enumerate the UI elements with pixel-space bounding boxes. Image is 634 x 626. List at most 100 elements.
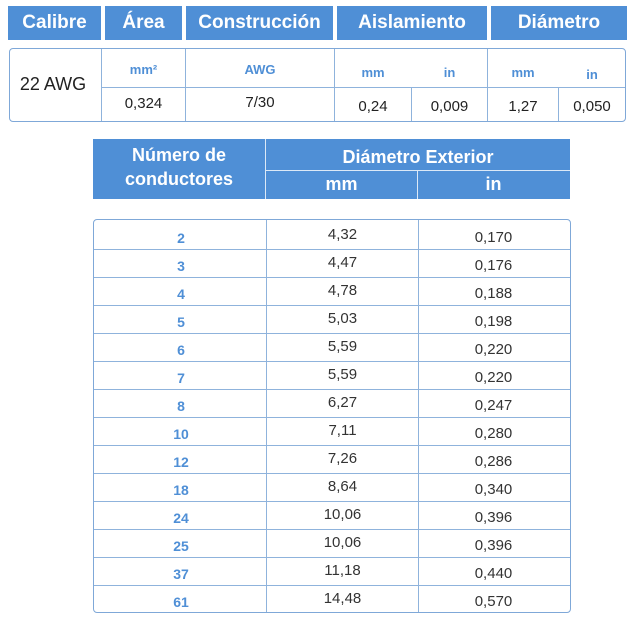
table-row: 37 11,18 0,440 bbox=[95, 558, 569, 586]
diameter-mm: 4,32 bbox=[327, 226, 358, 243]
unit-diametro-mm: mm bbox=[511, 65, 535, 80]
unit-diametro-in: in bbox=[586, 67, 598, 82]
table-row: 24 10,06 0,396 bbox=[95, 502, 569, 530]
value-diametro-mm: 1,27 bbox=[508, 98, 538, 115]
divider bbox=[102, 87, 625, 88]
table-row: 18 8,64 0,340 bbox=[95, 474, 569, 502]
divider bbox=[266, 220, 267, 612]
table-row: 3 4,47 0,176 bbox=[95, 250, 569, 278]
conductor-count: 6 bbox=[177, 342, 185, 358]
divider bbox=[487, 49, 488, 121]
divider bbox=[94, 501, 570, 502]
conductor-count: 3 bbox=[177, 258, 185, 274]
diameter-mm: 8,64 bbox=[327, 478, 358, 495]
header-construccion: Construcción bbox=[186, 6, 333, 40]
divider bbox=[94, 361, 570, 362]
diameter-mm: 4,78 bbox=[327, 282, 358, 299]
unit-construccion: AWG bbox=[244, 62, 276, 77]
conductor-count: 25 bbox=[173, 538, 189, 554]
header-diametro: Diámetro bbox=[491, 6, 627, 40]
conductors-table-header: Número de conductores Diámetro Exterior … bbox=[93, 139, 570, 199]
table-row: 6 5,59 0,220 bbox=[95, 334, 569, 362]
header-unit-mm: mm bbox=[325, 174, 358, 194]
conductor-count: 37 bbox=[173, 566, 189, 582]
diameter-in: 0,340 bbox=[474, 481, 513, 498]
table-row: 61 14,48 0,570 bbox=[95, 586, 569, 614]
divider bbox=[94, 557, 570, 558]
table-row: 8 6,27 0,247 bbox=[95, 390, 569, 418]
value-diametro-in: 0,050 bbox=[573, 98, 611, 115]
divider bbox=[411, 88, 412, 121]
header-diametro-exterior: Diámetro Exterior bbox=[342, 147, 494, 167]
divider bbox=[266, 170, 570, 171]
divider bbox=[94, 389, 570, 390]
header-numero-line1: Número de bbox=[131, 145, 227, 165]
table-row: 5 5,03 0,198 bbox=[95, 306, 569, 334]
divider bbox=[334, 49, 335, 121]
conductor-count: 8 bbox=[177, 398, 185, 414]
divider bbox=[94, 417, 570, 418]
diameter-in: 0,220 bbox=[474, 341, 513, 358]
diameter-mm: 7,11 bbox=[328, 422, 357, 439]
diameter-in: 0,396 bbox=[474, 537, 513, 554]
table-row: 4 4,78 0,188 bbox=[95, 278, 569, 306]
diameter-in: 0,170 bbox=[474, 229, 513, 246]
divider bbox=[94, 445, 570, 446]
header-area: Área bbox=[105, 6, 182, 40]
diameter-mm: 5,03 bbox=[327, 310, 358, 327]
conductor-count: 7 bbox=[177, 370, 185, 386]
divider bbox=[94, 529, 570, 530]
diameter-mm: 10,06 bbox=[323, 506, 362, 523]
conductor-count: 5 bbox=[177, 314, 185, 330]
divider bbox=[185, 49, 186, 121]
value-aislamiento-mm: 0,24 bbox=[358, 98, 388, 115]
diameter-in: 0,280 bbox=[474, 425, 513, 442]
unit-aislamiento-in: in bbox=[443, 65, 456, 80]
diameter-mm: 7,26 bbox=[327, 450, 358, 467]
conductor-count: 4 bbox=[177, 286, 185, 302]
divider bbox=[94, 585, 570, 586]
conductor-count: 2 bbox=[177, 230, 185, 246]
value-area: 0,324 bbox=[124, 95, 163, 112]
table-row: 2 4,32 0,170 bbox=[95, 222, 569, 250]
conductor-count: 61 bbox=[173, 594, 189, 610]
conductors-table-frame bbox=[93, 219, 571, 613]
header-unit-in: in bbox=[485, 174, 502, 194]
diameter-in: 0,176 bbox=[474, 257, 513, 274]
diameter-mm: 4,47 bbox=[327, 254, 358, 271]
gauge-value: 22 AWG bbox=[19, 74, 87, 94]
spec-table-frame bbox=[9, 48, 626, 122]
divider bbox=[94, 333, 570, 334]
table-row: 25 10,06 0,396 bbox=[95, 530, 569, 558]
conductor-count: 18 bbox=[173, 482, 189, 498]
unit-aislamiento-mm: mm bbox=[361, 65, 385, 80]
diameter-in: 0,188 bbox=[474, 285, 513, 302]
table-row: 7 5,59 0,220 bbox=[95, 362, 569, 390]
header-aislamiento: Aislamiento bbox=[337, 6, 487, 40]
header-numero-line2: conductores bbox=[124, 169, 234, 189]
diameter-mm: 6,27 bbox=[327, 394, 358, 411]
table-row: 10 7,11 0,280 bbox=[95, 418, 569, 446]
value-construccion: 7/30 bbox=[245, 94, 275, 111]
value-aislamiento-in: 0,009 bbox=[430, 98, 469, 115]
conductor-count: 12 bbox=[173, 454, 189, 470]
diameter-mm: 11,18 bbox=[324, 562, 361, 579]
divider bbox=[417, 171, 418, 199]
diameter-mm: 10,06 bbox=[323, 534, 362, 551]
divider bbox=[94, 249, 570, 250]
diameter-mm: 5,59 bbox=[327, 366, 358, 383]
divider bbox=[418, 220, 419, 612]
diameter-in: 0,286 bbox=[474, 453, 513, 470]
diameter-mm: 5,59 bbox=[327, 338, 358, 355]
diameter-in: 0,440 bbox=[474, 565, 513, 582]
diameter-mm: 14,48 bbox=[323, 590, 362, 607]
unit-area: mm² bbox=[129, 62, 158, 77]
diameter-in: 0,396 bbox=[474, 509, 513, 526]
divider bbox=[558, 88, 559, 121]
conductor-count: 10 bbox=[173, 426, 189, 442]
diameter-in: 0,247 bbox=[474, 397, 513, 414]
divider bbox=[94, 473, 570, 474]
header-calibre: Calibre bbox=[8, 6, 101, 40]
table-row: 12 7,26 0,286 bbox=[95, 446, 569, 474]
diameter-in: 0,220 bbox=[474, 369, 513, 386]
